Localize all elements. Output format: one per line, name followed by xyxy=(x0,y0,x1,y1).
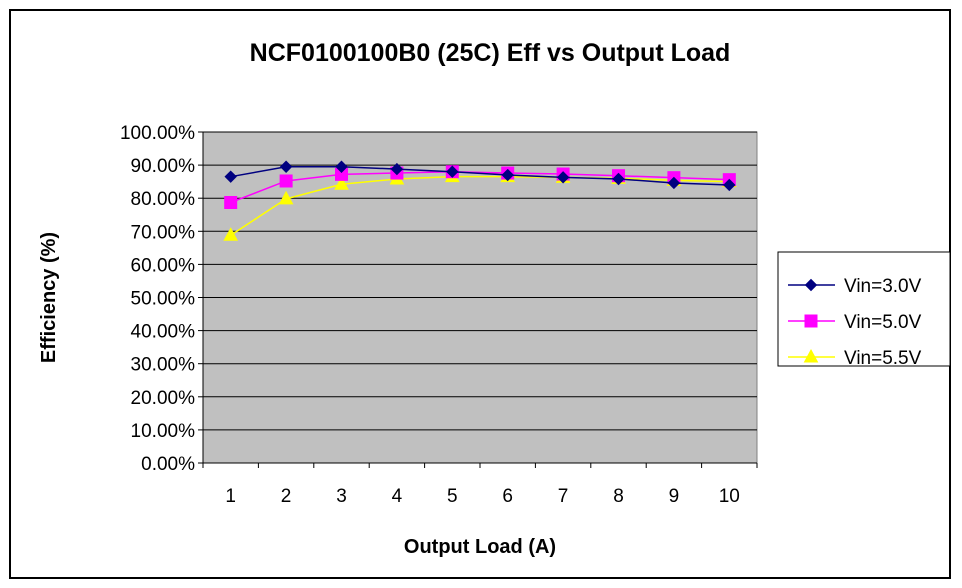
y-tick-label: 50.00% xyxy=(131,289,196,310)
data-point xyxy=(612,172,625,186)
y-tick-label: 100.00% xyxy=(120,123,195,144)
y-tick-label: 30.00% xyxy=(131,355,196,376)
data-point xyxy=(556,171,570,184)
data-point xyxy=(667,176,681,190)
series-lines xyxy=(223,160,737,241)
legend[interactable]: Vin=3.0V Vin=5.0V Vin=5.5V xyxy=(777,251,951,369)
data-point xyxy=(390,162,404,176)
legend-item[interactable]: Vin=3.0V xyxy=(788,276,922,297)
legend-marker xyxy=(803,348,819,363)
data-point xyxy=(279,160,293,173)
x-tick-label: 5 xyxy=(447,486,458,507)
x-tick-label: 4 xyxy=(392,486,403,507)
series-1 xyxy=(224,160,736,192)
x-tick-label: 6 xyxy=(502,486,513,507)
data-point xyxy=(278,190,294,205)
x-tick-label: 1 xyxy=(225,486,236,507)
legend-label: Vin=5.0V xyxy=(844,312,922,333)
series-line xyxy=(230,166,730,186)
y-tick-label: 0.00% xyxy=(141,454,195,475)
y-tick-label: 60.00% xyxy=(131,255,196,276)
x-tick-label: 8 xyxy=(613,486,624,507)
data-point xyxy=(335,160,348,173)
data-point xyxy=(223,227,239,241)
y-tick-label: 40.00% xyxy=(131,322,196,343)
series-line xyxy=(230,175,730,236)
legend-item[interactable]: Vin=5.5V xyxy=(788,348,922,369)
data-point xyxy=(501,168,514,182)
legend-label: Vin=5.5V xyxy=(844,348,922,369)
data-point xyxy=(279,174,293,188)
legend-item[interactable]: Vin=5.0V xyxy=(788,312,922,333)
chart-title: NCF0100100B0 (25C) Eff vs Output Load xyxy=(250,39,731,67)
y-tick-label: 10.00% xyxy=(131,421,196,442)
x-tick-label: 10 xyxy=(719,486,740,507)
legend-marker xyxy=(804,314,818,328)
y-tick-label: 90.00% xyxy=(131,156,196,177)
y-tick-label: 70.00% xyxy=(131,222,196,243)
x-tick-label: 3 xyxy=(336,486,347,507)
legend-label: Vin=3.0V xyxy=(844,276,922,297)
series-line xyxy=(230,170,730,204)
gridlines xyxy=(203,131,757,431)
data-point xyxy=(334,176,349,190)
legend-marker xyxy=(804,278,818,292)
data-point xyxy=(224,170,237,183)
data-point xyxy=(723,178,736,192)
y-axis-title: Efficiency (%) xyxy=(38,232,60,363)
x-axis-title: Output Load (A) xyxy=(404,536,556,558)
y-tick-label: 80.00% xyxy=(131,189,196,210)
x-tick-label: 9 xyxy=(669,486,680,507)
legend-box xyxy=(777,251,951,367)
y-axis: 0.00% 10.00% 20.00% 30.00% 40.00% 50.00% 60.00… xyxy=(120,123,204,475)
data-point xyxy=(446,165,459,178)
data-point xyxy=(224,196,238,210)
x-axis: 1 2 3 4 5 6 7 8 9 10 xyxy=(202,462,758,507)
x-tick-label: 2 xyxy=(281,486,292,507)
y-tick-label: 20.00% xyxy=(131,388,196,409)
x-tick-label: 7 xyxy=(558,486,569,507)
